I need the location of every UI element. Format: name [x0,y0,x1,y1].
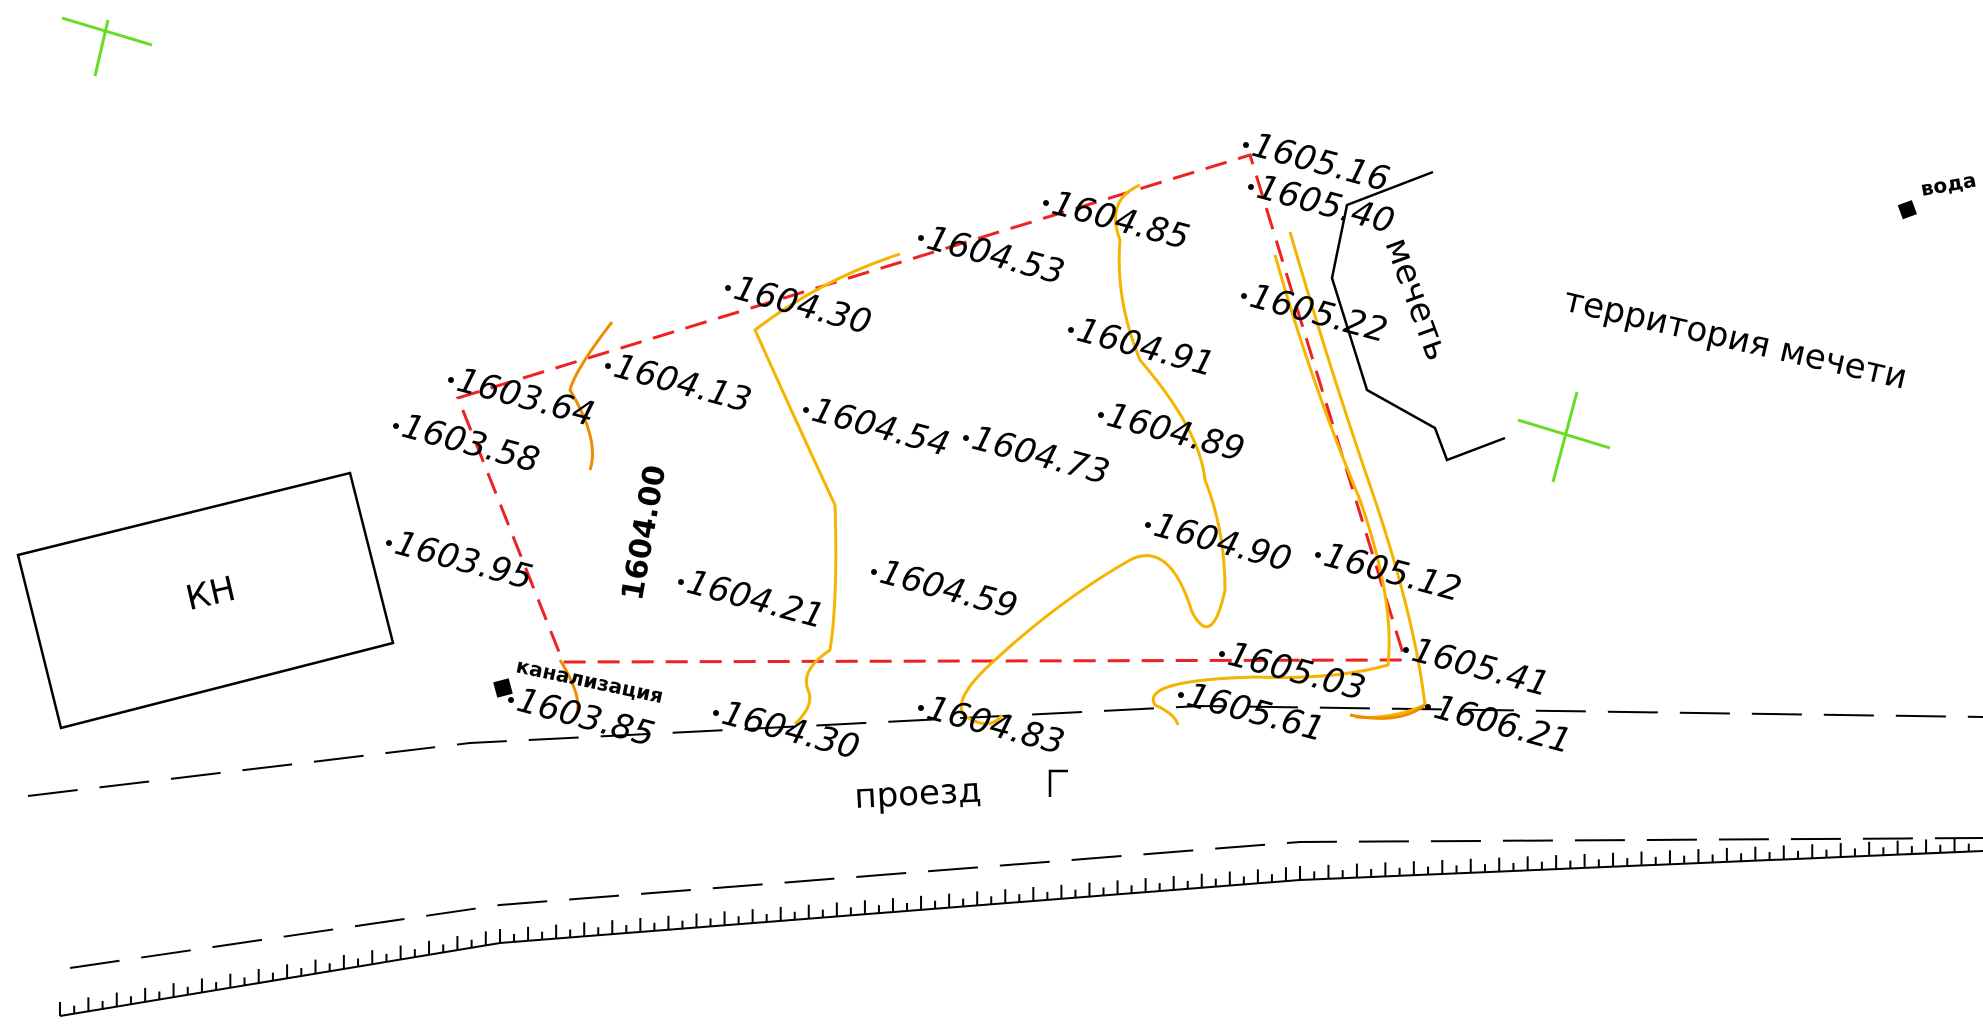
road-edge-upper [27,704,1983,797]
elevation-point [1068,327,1074,333]
elevation-point [1098,412,1104,418]
elevation-point [1145,522,1151,528]
elevation-point [803,407,809,413]
elevation-point [678,579,684,585]
elevation-label: 1604.21 [683,562,829,637]
elevation-point [871,569,877,575]
driveway-marker [1048,769,1068,797]
elevation-label: 1604.59 [876,552,1022,627]
elevation-label: 1604.13 [610,346,756,421]
site-boundary [456,153,1408,664]
water-marker: вода [1897,168,1978,220]
grid-cross-top-left [61,16,153,77]
elevation-point [1043,200,1049,206]
elevation-point [963,435,969,441]
elevation-point [713,710,719,716]
mosque-territory-label: территория мечети [1560,280,1911,398]
elevation-point [1243,142,1249,148]
elevation-label: 1603.95 [391,523,537,598]
elevation-label: 1603.58 [398,406,544,481]
elevation-point [605,363,611,369]
elevation-label: 1604.54 [808,390,954,465]
elevation-label: 1604.83 [923,688,1069,763]
elevation-point [1248,184,1254,190]
contour-lines [753,183,1427,726]
elevation-label: 1605.22 [1246,276,1392,351]
mosque-outline [1330,170,1506,462]
elevation-point [1178,692,1184,698]
elevation-label: 1604.30 [718,693,864,768]
elevation-point [1403,647,1409,653]
elevation-point [918,235,924,241]
elevation-label: 1604.30 [730,268,876,343]
elevation-point [386,540,392,546]
elevation-point [1219,651,1225,657]
elevation-label: 1604.73 [968,418,1114,493]
driveway-label: проезд [853,770,982,817]
building-kn: КН [16,471,395,730]
elevation-point [1241,293,1247,299]
grid-cross-right [1517,391,1611,483]
elevation-point [508,697,514,703]
road-edge-middle [69,837,1983,969]
elevation-point [448,377,454,383]
elevation-label: 1605.12 [1320,535,1466,610]
elevation-point [918,705,924,711]
elevation-point [1425,704,1431,710]
elevation-point [1315,552,1321,558]
elevation-label: 1606.21 [1430,687,1576,762]
elevation-label: 1604.91 [1073,310,1219,385]
elevation-point [393,423,399,429]
water-label: вода [1919,168,1978,201]
contour-index-line [558,321,1426,720]
elevation-label: 1605.41 [1408,630,1554,705]
elevation-point [725,285,731,291]
contour-value-label: 1604.00 [615,462,673,603]
slope-line [59,850,1983,1017]
slope-ticks [59,838,1970,1016]
elevation-label: 1604.53 [923,218,1069,293]
mosque-label: мечеть [1377,232,1458,365]
